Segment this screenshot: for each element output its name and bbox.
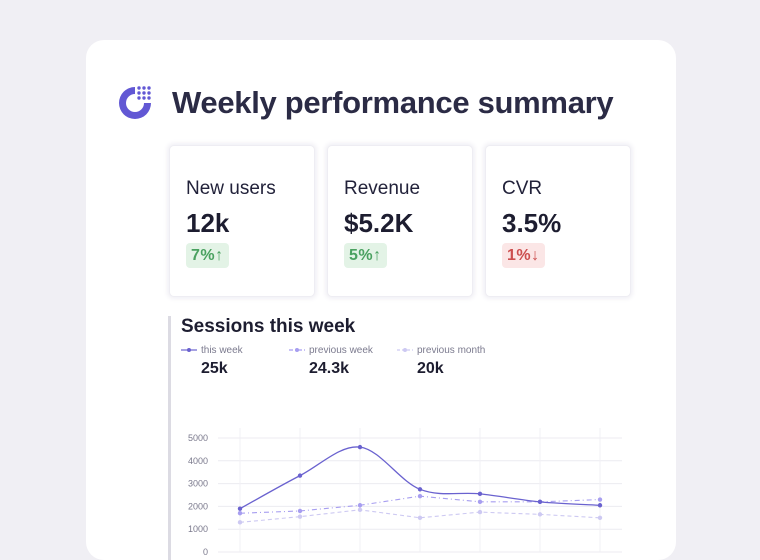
data-point-previous-month: [597, 515, 603, 520]
header: Weekly performance summary: [116, 80, 614, 126]
kpi-value: $5.2K: [344, 208, 414, 238]
legend-label: previous week: [309, 344, 373, 356]
sessions-line-chart[interactable]: 010002000300040005000Jul 20Jul 21Jul 22J…: [168, 316, 648, 560]
kpi-label: New users: [186, 178, 276, 199]
kpi-label: CVR: [502, 178, 543, 199]
data-point-previous-month: [417, 515, 423, 520]
kpi-delta-badge: 5%↑: [344, 243, 387, 268]
legend-line-icon: [397, 348, 413, 352]
data-point-this-week: [477, 491, 483, 497]
data-point-this-week: [417, 487, 423, 492]
legend-total: 25k: [201, 360, 228, 377]
y-tick-label: 1000: [188, 524, 208, 534]
legend-line-icon: [181, 348, 197, 352]
data-point-this-week: [537, 499, 543, 505]
data-point-previous-month: [237, 520, 243, 525]
kpi-delta-badge: 7%↑: [186, 243, 229, 268]
kpi-value: 3.5%: [502, 208, 562, 238]
data-point-previous-month: [357, 507, 363, 513]
y-tick-label: 0: [203, 547, 208, 557]
kpi-delta-badge: 1%↓: [502, 243, 545, 268]
panel-accent-bar: [168, 316, 171, 560]
data-point-previous-week: [297, 508, 303, 514]
data-point-previous-month: [537, 512, 543, 517]
y-tick-label: 3000: [188, 479, 208, 489]
y-tick-label: 4000: [188, 456, 208, 466]
kpi-value: 12k: [186, 208, 230, 238]
data-point-previous-month: [297, 514, 303, 519]
legend-line-icon: [289, 348, 305, 352]
brand-logo-icon: [119, 86, 151, 119]
kpi-label: Revenue: [344, 178, 421, 199]
sessions-chart-panel: Sessions this week this week 25k previou…: [168, 316, 648, 560]
data-point-this-week: [297, 473, 303, 478]
legend-item-previous-week[interactable]: previous week 24.3k: [289, 343, 373, 378]
legend-label: previous month: [417, 344, 486, 356]
y-tick-label: 2000: [188, 501, 208, 511]
kpi-card-new-users[interactable]: New users 12k 7%↑: [170, 146, 314, 296]
page-title: Weekly performance summary: [172, 85, 614, 120]
legend-item-previous-month[interactable]: previous month 20k: [397, 343, 485, 378]
kpi-card-revenue[interactable]: Revenue $5.2K 5%↑: [328, 146, 472, 296]
data-point-previous-week: [357, 503, 363, 508]
summary-card: Weekly performance summary New users 12k…: [86, 40, 676, 560]
data-point-previous-week: [237, 511, 243, 516]
data-point-this-week: [357, 444, 363, 450]
chart-title: Sessions this week: [181, 316, 356, 337]
legend-item-this-week[interactable]: this week 25k: [181, 343, 243, 378]
kpi-card-cvr[interactable]: CVR 3.5% 1%↓: [486, 146, 630, 296]
data-point-previous-week: [477, 499, 483, 505]
legend-total: 20k: [417, 360, 444, 377]
data-point-previous-week: [417, 493, 423, 499]
data-point-this-week: [237, 506, 243, 511]
legend-total: 24.3k: [309, 360, 350, 377]
y-tick-label: 5000: [188, 433, 208, 443]
data-point-previous-month: [477, 509, 483, 515]
legend-label: this week: [201, 344, 243, 356]
data-point-previous-week: [597, 497, 603, 502]
data-point-this-week: [597, 503, 603, 508]
